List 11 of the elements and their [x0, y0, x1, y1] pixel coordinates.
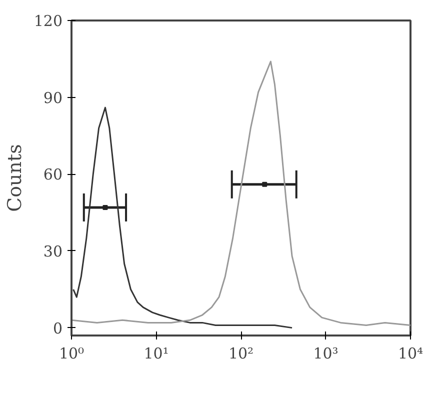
y-tick-label: 120 [34, 12, 63, 30]
x-tick-label: 10² [228, 344, 254, 362]
x-tick-label: 10¹ [144, 344, 169, 362]
x-tick-label: 10³ [313, 344, 338, 362]
x-tick-label: 10⁰ [58, 344, 84, 362]
y-tick-label: 60 [43, 166, 63, 184]
y-tick-label: 90 [43, 88, 63, 107]
y-tick-label: 30 [43, 242, 63, 260]
x-tick-label: 10⁴ [398, 344, 424, 362]
y-axis-title: Counts [4, 144, 26, 212]
y-tick-label: 0 [52, 319, 63, 338]
